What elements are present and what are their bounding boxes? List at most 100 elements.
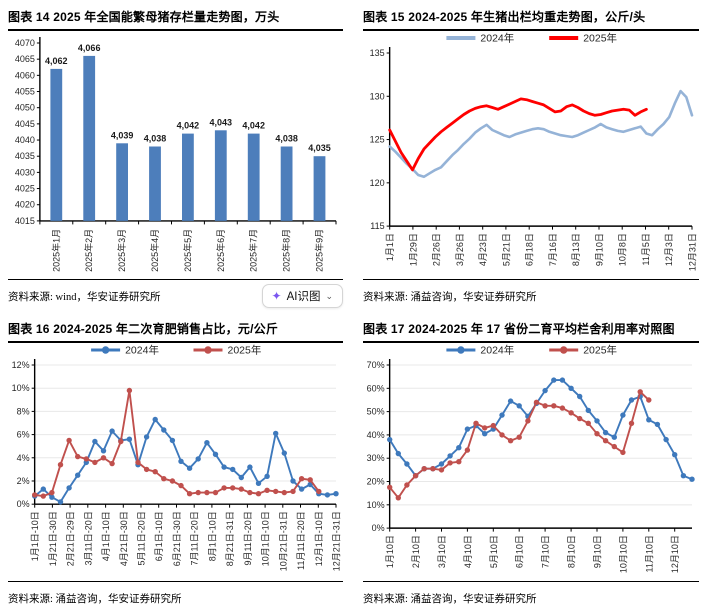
- svg-text:4040: 4040: [15, 135, 35, 145]
- svg-text:4,039: 4,039: [111, 130, 134, 140]
- chart-panel-16: 图表 16 2024-2025 年二次育肥销售占比，元/公斤 0% 2% 4% 6% 8…: [0, 312, 355, 614]
- svg-text:1月1日-10日: 1月1日-10日: [30, 511, 40, 561]
- svg-text:1月1日: 1月1日: [385, 233, 395, 261]
- svg-text:7月10日: 7月10日: [541, 535, 551, 568]
- chart-15-title: 图表 15 2024-2025 年生猪出栏均重走势图，公斤/头: [363, 6, 699, 31]
- svg-text:4035: 4035: [15, 151, 35, 161]
- svg-text:12月21日-31日: 12月21日-31日: [332, 511, 342, 571]
- svg-text:12%: 12%: [12, 360, 30, 370]
- svg-text:20%: 20%: [367, 476, 385, 486]
- svg-text:2025年: 2025年: [583, 343, 617, 356]
- line-chart-svg: 115 120 125 130 135 1月1日 1月29日 2月26日 3月26日 4月23日 5…: [370, 31, 698, 271]
- svg-text:4065: 4065: [15, 54, 35, 64]
- svg-text:6月10日: 6月10日: [515, 535, 525, 568]
- svg-text:6月18日: 6月18日: [525, 233, 535, 266]
- svg-text:9月10日: 9月10日: [595, 233, 605, 266]
- svg-text:5月11日-20日: 5月11日-20日: [137, 511, 147, 565]
- svg-text:11月10日: 11月10日: [644, 535, 654, 572]
- chart-16-canvas: 0% 2% 4% 6% 8% 10% 12% 1月1日-10日 1月21日-30日 2月21日-2…: [8, 343, 343, 580]
- svg-text:8月13日: 8月13日: [571, 233, 581, 266]
- svg-text:10%: 10%: [367, 499, 385, 509]
- svg-text:3月11日-20日: 3月11日-20日: [83, 511, 93, 565]
- line-chart-svg: 0% 10% 20% 30% 40% 50% 60% 70% 1月10日 2月10日 3月10日 4月…: [367, 343, 695, 573]
- svg-text:3月10日: 3月10日: [437, 535, 447, 568]
- svg-text:4025: 4025: [15, 183, 35, 193]
- svg-text:2月10日: 2月10日: [411, 535, 421, 568]
- svg-text:8月21日-31日: 8月21日-31日: [225, 511, 235, 566]
- svg-text:2025年3月: 2025年3月: [116, 229, 127, 272]
- chart-17-source-text: 资料来源: 涌益咨询，华安证券研究所: [363, 593, 537, 605]
- svg-text:8月1日-10日: 8月1日-10日: [207, 511, 217, 561]
- svg-text:4%: 4%: [17, 452, 30, 462]
- svg-text:0%: 0%: [372, 523, 385, 533]
- svg-text:130: 130: [370, 91, 385, 101]
- svg-text:10月21日-31日: 10月21日-31日: [278, 511, 288, 571]
- svg-text:2025年6月: 2025年6月: [215, 229, 226, 272]
- svg-text:9月11日-20日: 9月11日-20日: [243, 511, 253, 565]
- svg-text:7月11日-20日: 7月11日-20日: [190, 511, 200, 565]
- svg-text:12月1日-10日: 12月1日-10日: [314, 511, 324, 566]
- svg-text:8%: 8%: [17, 406, 30, 416]
- svg-text:2024年: 2024年: [480, 31, 514, 44]
- svg-text:11月5日: 11月5日: [641, 233, 651, 265]
- svg-text:4,066: 4,066: [78, 43, 101, 53]
- svg-text:125: 125: [370, 134, 385, 144]
- svg-text:4,042: 4,042: [242, 120, 265, 130]
- svg-text:12月3日: 12月3日: [664, 233, 674, 266]
- svg-text:6月1日-10日: 6月1日-10日: [154, 511, 164, 561]
- svg-text:6月21日-30日: 6月21日-30日: [172, 511, 182, 566]
- chart-panel-14: 图表 14 2025 年全国能繁母猪存栏量走势图，万头 4015 4020 4025…: [0, 0, 355, 312]
- svg-text:4015: 4015: [15, 216, 35, 226]
- svg-text:2025年2月: 2025年2月: [83, 229, 94, 272]
- svg-text:0%: 0%: [17, 499, 30, 509]
- chart-17-source-row: 资料来源: 涌益咨询，华安证券研究所: [363, 581, 699, 614]
- chevron-down-icon[interactable]: ⌄: [325, 290, 333, 301]
- svg-text:4月21日-30日: 4月21日-30日: [119, 511, 129, 566]
- svg-text:1月29日: 1月29日: [408, 233, 418, 266]
- svg-text:10月10日: 10月10日: [618, 535, 628, 573]
- svg-text:10月8日: 10月8日: [618, 233, 628, 266]
- svg-text:5月10日: 5月10日: [489, 535, 499, 568]
- chart-17-title: 图表 17 2024-2025 年 17 省份二育平均栏舍利用率对照图: [363, 318, 699, 343]
- svg-text:10%: 10%: [12, 383, 30, 393]
- svg-text:135: 135: [370, 48, 385, 58]
- chart-panel-15: 图表 15 2024-2025 年生猪出栏均重走势图，公斤/头 115 120 12…: [355, 0, 711, 312]
- svg-text:7月16日: 7月16日: [548, 233, 558, 266]
- svg-text:4060: 4060: [15, 70, 35, 80]
- svg-text:4月10日: 4月10日: [463, 535, 473, 568]
- chart-14-source-text: 资料来源: wind，华安证券研究所: [8, 291, 161, 303]
- svg-text:2月26日: 2月26日: [432, 233, 442, 266]
- chart-16-source-text: 资料来源: 涌益咨询，华安证券研究所: [8, 593, 182, 605]
- svg-text:2024年: 2024年: [125, 343, 159, 356]
- svg-text:4045: 4045: [15, 119, 35, 129]
- svg-text:4050: 4050: [15, 102, 35, 112]
- svg-text:12月31日: 12月31日: [688, 233, 698, 271]
- svg-text:5月21日: 5月21日: [501, 233, 511, 266]
- svg-text:10月1日-10日: 10月1日-10日: [261, 511, 271, 566]
- bar-chart-svg: 4015 4020 4025 4030 4035 4040 4045 4050 4055 4060…: [15, 36, 337, 272]
- chart-16-title: 图表 16 2024-2025 年二次育肥销售占比，元/公斤: [8, 318, 343, 343]
- svg-text:12月10日: 12月10日: [670, 535, 680, 573]
- svg-text:4055: 4055: [15, 86, 35, 96]
- svg-text:2025年5月: 2025年5月: [182, 229, 193, 272]
- svg-text:6%: 6%: [17, 429, 30, 439]
- svg-text:40%: 40%: [367, 430, 385, 440]
- ai-recognize-button[interactable]: ✦ AI识图 ⌄: [261, 284, 343, 308]
- ai-recognize-label: AI识图: [286, 291, 321, 303]
- svg-text:4030: 4030: [15, 167, 35, 177]
- chart-14-title: 图表 14 2025 年全国能繁母猪存栏量走势图，万头: [8, 6, 343, 31]
- svg-text:2025年7月: 2025年7月: [248, 229, 259, 272]
- svg-text:4,043: 4,043: [210, 117, 233, 127]
- svg-text:4070: 4070: [15, 38, 35, 48]
- svg-text:8月10日: 8月10日: [567, 535, 577, 568]
- svg-text:2024年: 2024年: [480, 343, 514, 356]
- svg-text:4月23日: 4月23日: [478, 233, 488, 266]
- svg-text:2025年: 2025年: [583, 31, 617, 44]
- chart-15-source-row: 资料来源: 涌益咨询，华安证券研究所: [363, 279, 699, 312]
- svg-text:2025年: 2025年: [228, 343, 262, 356]
- svg-text:60%: 60%: [367, 383, 385, 393]
- sparkle-scan-icon: ✦: [271, 289, 282, 303]
- svg-text:50%: 50%: [367, 406, 385, 416]
- svg-text:2月21日-29日: 2月21日-29日: [66, 511, 76, 566]
